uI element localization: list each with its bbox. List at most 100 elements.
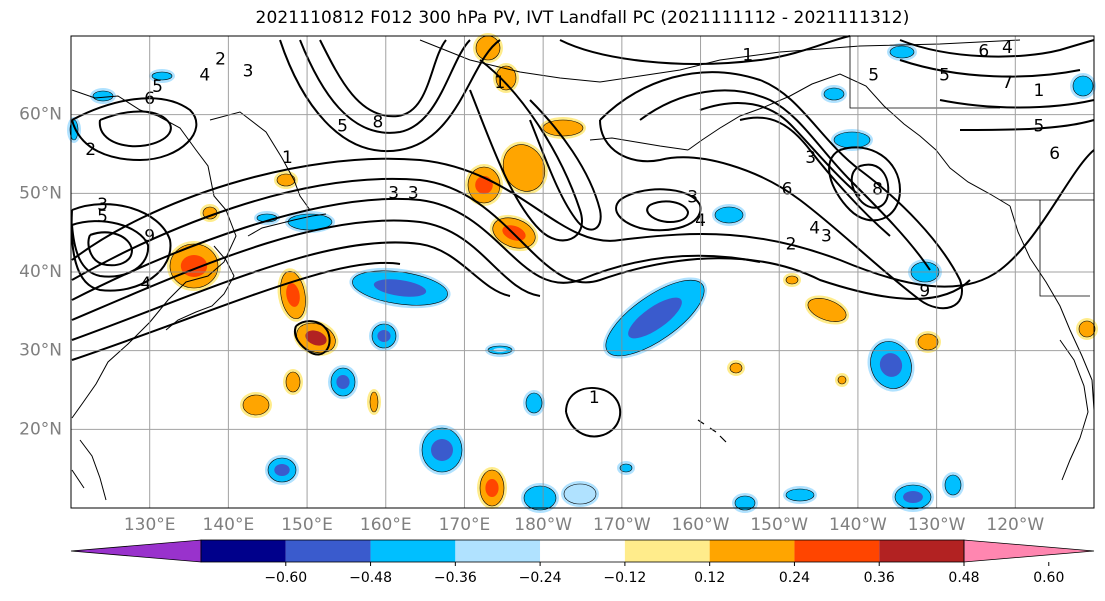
colorbar: −0.60 −0.48 −0.36 −0.24 −0.12 0.12 0.24 0.36 0.4… — [70, 539, 1095, 586]
contour-label: 3 — [821, 227, 832, 247]
shading-blob — [285, 371, 301, 393]
shading-blob — [475, 35, 501, 61]
lon-tick-label: 160°W — [672, 515, 730, 535]
lon-tick-label: 180°W — [514, 515, 572, 535]
coastline-west-us — [1009, 205, 1095, 411]
graticule — [71, 36, 1094, 508]
colorbar-segment — [285, 540, 371, 562]
contour-label: 1 — [494, 73, 505, 93]
contour-label: 3 — [97, 195, 108, 215]
shading-blob — [807, 298, 847, 322]
shading-blob — [1078, 320, 1096, 338]
pv-closed-alaska-1 — [828, 146, 902, 222]
contour-label: 8 — [372, 113, 383, 133]
colorbar-tick-label: 0.24 — [779, 570, 810, 586]
colorbar-segment — [455, 540, 541, 562]
shading-core — [431, 439, 453, 461]
shading-blob — [917, 333, 939, 351]
lon-tick-label: 140°W — [829, 515, 887, 535]
contour-label: 9 — [919, 282, 930, 302]
contour-label: 5 — [939, 65, 950, 85]
colorbar-tick-label: −0.12 — [603, 570, 646, 586]
pv-ridge-east-4 — [739, 116, 891, 237]
pv-ridge-1 — [279, 39, 501, 153]
lon-tick-label: 150°E — [281, 515, 333, 535]
colorbar-extend-high — [963, 539, 1095, 563]
shading-blob — [785, 275, 799, 285]
shading-blob — [523, 485, 557, 511]
lon-tick-label: 150°W — [750, 515, 808, 535]
lon-tick-label: 160°E — [360, 515, 412, 535]
shading-blob — [276, 173, 296, 187]
pv-ridge-east-2 — [639, 89, 931, 271]
shading-blob — [944, 474, 962, 496]
pv-cutoff-west-3 — [87, 231, 134, 267]
shading-core — [373, 279, 427, 297]
pv-contour-3 — [71, 198, 761, 301]
colorbar-segment — [201, 540, 286, 562]
shading-core — [493, 348, 507, 352]
lat-tick-label: 50°N — [19, 183, 62, 203]
colorbar-tick-label: −0.36 — [434, 570, 477, 586]
shading-blob — [729, 362, 743, 374]
pv-ridge-east-3 — [699, 101, 861, 197]
pv-cutoff-west-2 — [71, 220, 150, 278]
pv-contour-5 — [71, 241, 511, 341]
contour-label: 4 — [1002, 38, 1013, 58]
shading-core — [628, 297, 682, 339]
pv-cutoff-northwest-1 — [71, 97, 198, 162]
contour-label: 5 — [1034, 116, 1045, 136]
shading-blob — [369, 391, 379, 413]
contour-label: 3 — [687, 187, 698, 207]
lon-tick-label: 170°W — [593, 515, 651, 535]
colorbar-tick-label: 0.60 — [1033, 570, 1064, 586]
pv-contour-2 — [71, 178, 971, 300]
shading-core — [903, 491, 923, 503]
colorbar-segment — [794, 540, 880, 562]
contour-label: 6 — [978, 42, 989, 62]
colorbar-tick-label: 0.48 — [948, 570, 979, 586]
pv-contour-layer — [70, 35, 1095, 438]
contour-label: 2 — [85, 140, 96, 160]
colorbar-segment — [540, 540, 625, 562]
shading-blob — [734, 495, 756, 511]
colorbar-tick-label: 0.36 — [864, 570, 895, 586]
pv-closed-mid-1 — [615, 188, 702, 232]
coastline-kamchatka — [209, 111, 311, 211]
chart-title: 2021110812 F012 300 hPa PV, IVT Landfall… — [255, 8, 910, 28]
colorbar-outline — [200, 539, 965, 563]
lon-tick-label: 120°W — [986, 515, 1044, 535]
pv-north-4 — [939, 99, 1095, 109]
shading-core — [305, 330, 327, 346]
shading-blob — [837, 375, 847, 385]
lon-tick-label: 170°E — [439, 515, 491, 535]
shading-blob — [92, 90, 114, 102]
pv-north-2 — [899, 39, 1095, 58]
pv-trough-mid-2 — [529, 99, 602, 231]
pv-closed-mid-2 — [646, 200, 690, 223]
hawaii-islands — [697, 419, 727, 443]
pv-subtropical-closed — [565, 387, 622, 438]
colorbar-tick-label: −0.24 — [519, 570, 562, 586]
colorbar-tick-label: −0.60 — [264, 570, 307, 586]
shading-blob — [889, 45, 915, 59]
contour-label: 4 — [199, 65, 210, 85]
shading-blob — [525, 392, 543, 414]
shading-blob — [619, 463, 633, 473]
coastline-north — [419, 39, 1021, 83]
shading-blob — [563, 483, 597, 505]
shading-blob — [833, 131, 871, 149]
pv-north-1 — [559, 35, 851, 65]
contour-label: 4 — [140, 274, 151, 294]
pv-north-3 — [899, 59, 1081, 78]
lat-tick-label: 20°N — [19, 419, 62, 439]
coastline-kurils — [247, 213, 327, 237]
shading-blob — [542, 119, 584, 137]
contour-label: 1 — [742, 46, 753, 66]
pv-north-5 — [959, 119, 1095, 131]
shading-blob — [242, 394, 270, 416]
pv-contour-1 — [71, 149, 1095, 288]
lon-tick-label: 130°E — [124, 515, 176, 535]
coastline-alaska — [687, 73, 1011, 207]
